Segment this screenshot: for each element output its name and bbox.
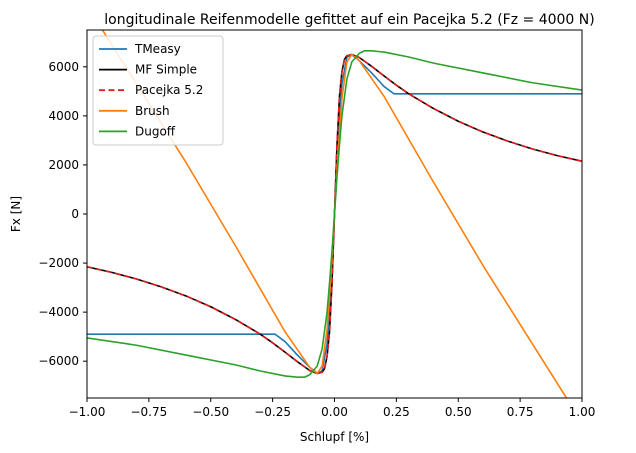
x-axis-label: Schlupf [%] [300,430,369,444]
x-tick-label: 0.50 [445,405,472,419]
legend-label: TMeasy [134,42,181,56]
x-axis: −1.00 −0.75 −0.50 −0.25 0.00 0.25 0.50 0.75 1.00 [69,398,596,419]
series-layer [87,30,582,398]
x-tick-label: 0.25 [383,405,410,419]
legend-label: Pacejka 5.2 [135,83,203,97]
x-tick-label: 1.00 [569,405,596,419]
y-tick-label: 0 [71,207,79,221]
legend-box [92,35,224,146]
x-tick-label: 0.00 [321,405,348,419]
y-tick-label: −4000 [38,305,79,319]
y-tick-label: 2000 [48,158,79,172]
x-tick-label: −0.25 [254,405,291,419]
y-tick-label: −2000 [38,256,79,270]
y-axis-label: Fx [N] [9,196,23,232]
legend: TMeasy MF Simple Pacejka 5.2 Brush Dugoff [92,35,224,146]
x-tick-label: −0.50 [192,405,229,419]
y-tick-label: −6000 [38,354,79,368]
x-tick-label: 0.75 [507,405,534,419]
x-tick-label: −1.00 [69,405,106,419]
series-line-dugoff [87,50,582,378]
y-tick-label: 6000 [48,60,79,74]
y-tick-label: 4000 [48,109,79,123]
chart-title: longitudinale Reifenmodelle gefittet auf… [104,12,594,28]
legend-label: Dugoff [135,124,176,138]
legend-label: MF Simple [135,63,197,77]
x-tick-label: −0.75 [130,405,167,419]
y-axis: −6000 −4000 −2000 0 2000 4000 6000 [38,60,87,368]
legend-label: Brush [135,104,170,118]
